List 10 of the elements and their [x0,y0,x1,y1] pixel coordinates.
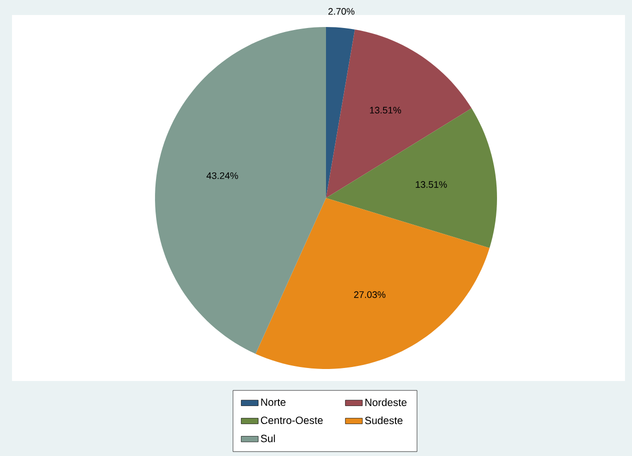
data-label: 43.24% [206,172,238,180]
legend-label: Nordeste [365,398,407,406]
legend-label: Centro-Oeste [260,416,323,424]
data-label: 2.70% [328,8,354,15]
legend-label: Norte [261,398,286,406]
data-label: 13.51% [416,181,447,188]
data-label: 13.51% [370,106,402,114]
legend-label: Sul [260,434,275,442]
data-label: 27.03% [354,291,386,298]
legend-label: Sudeste [365,416,402,424]
